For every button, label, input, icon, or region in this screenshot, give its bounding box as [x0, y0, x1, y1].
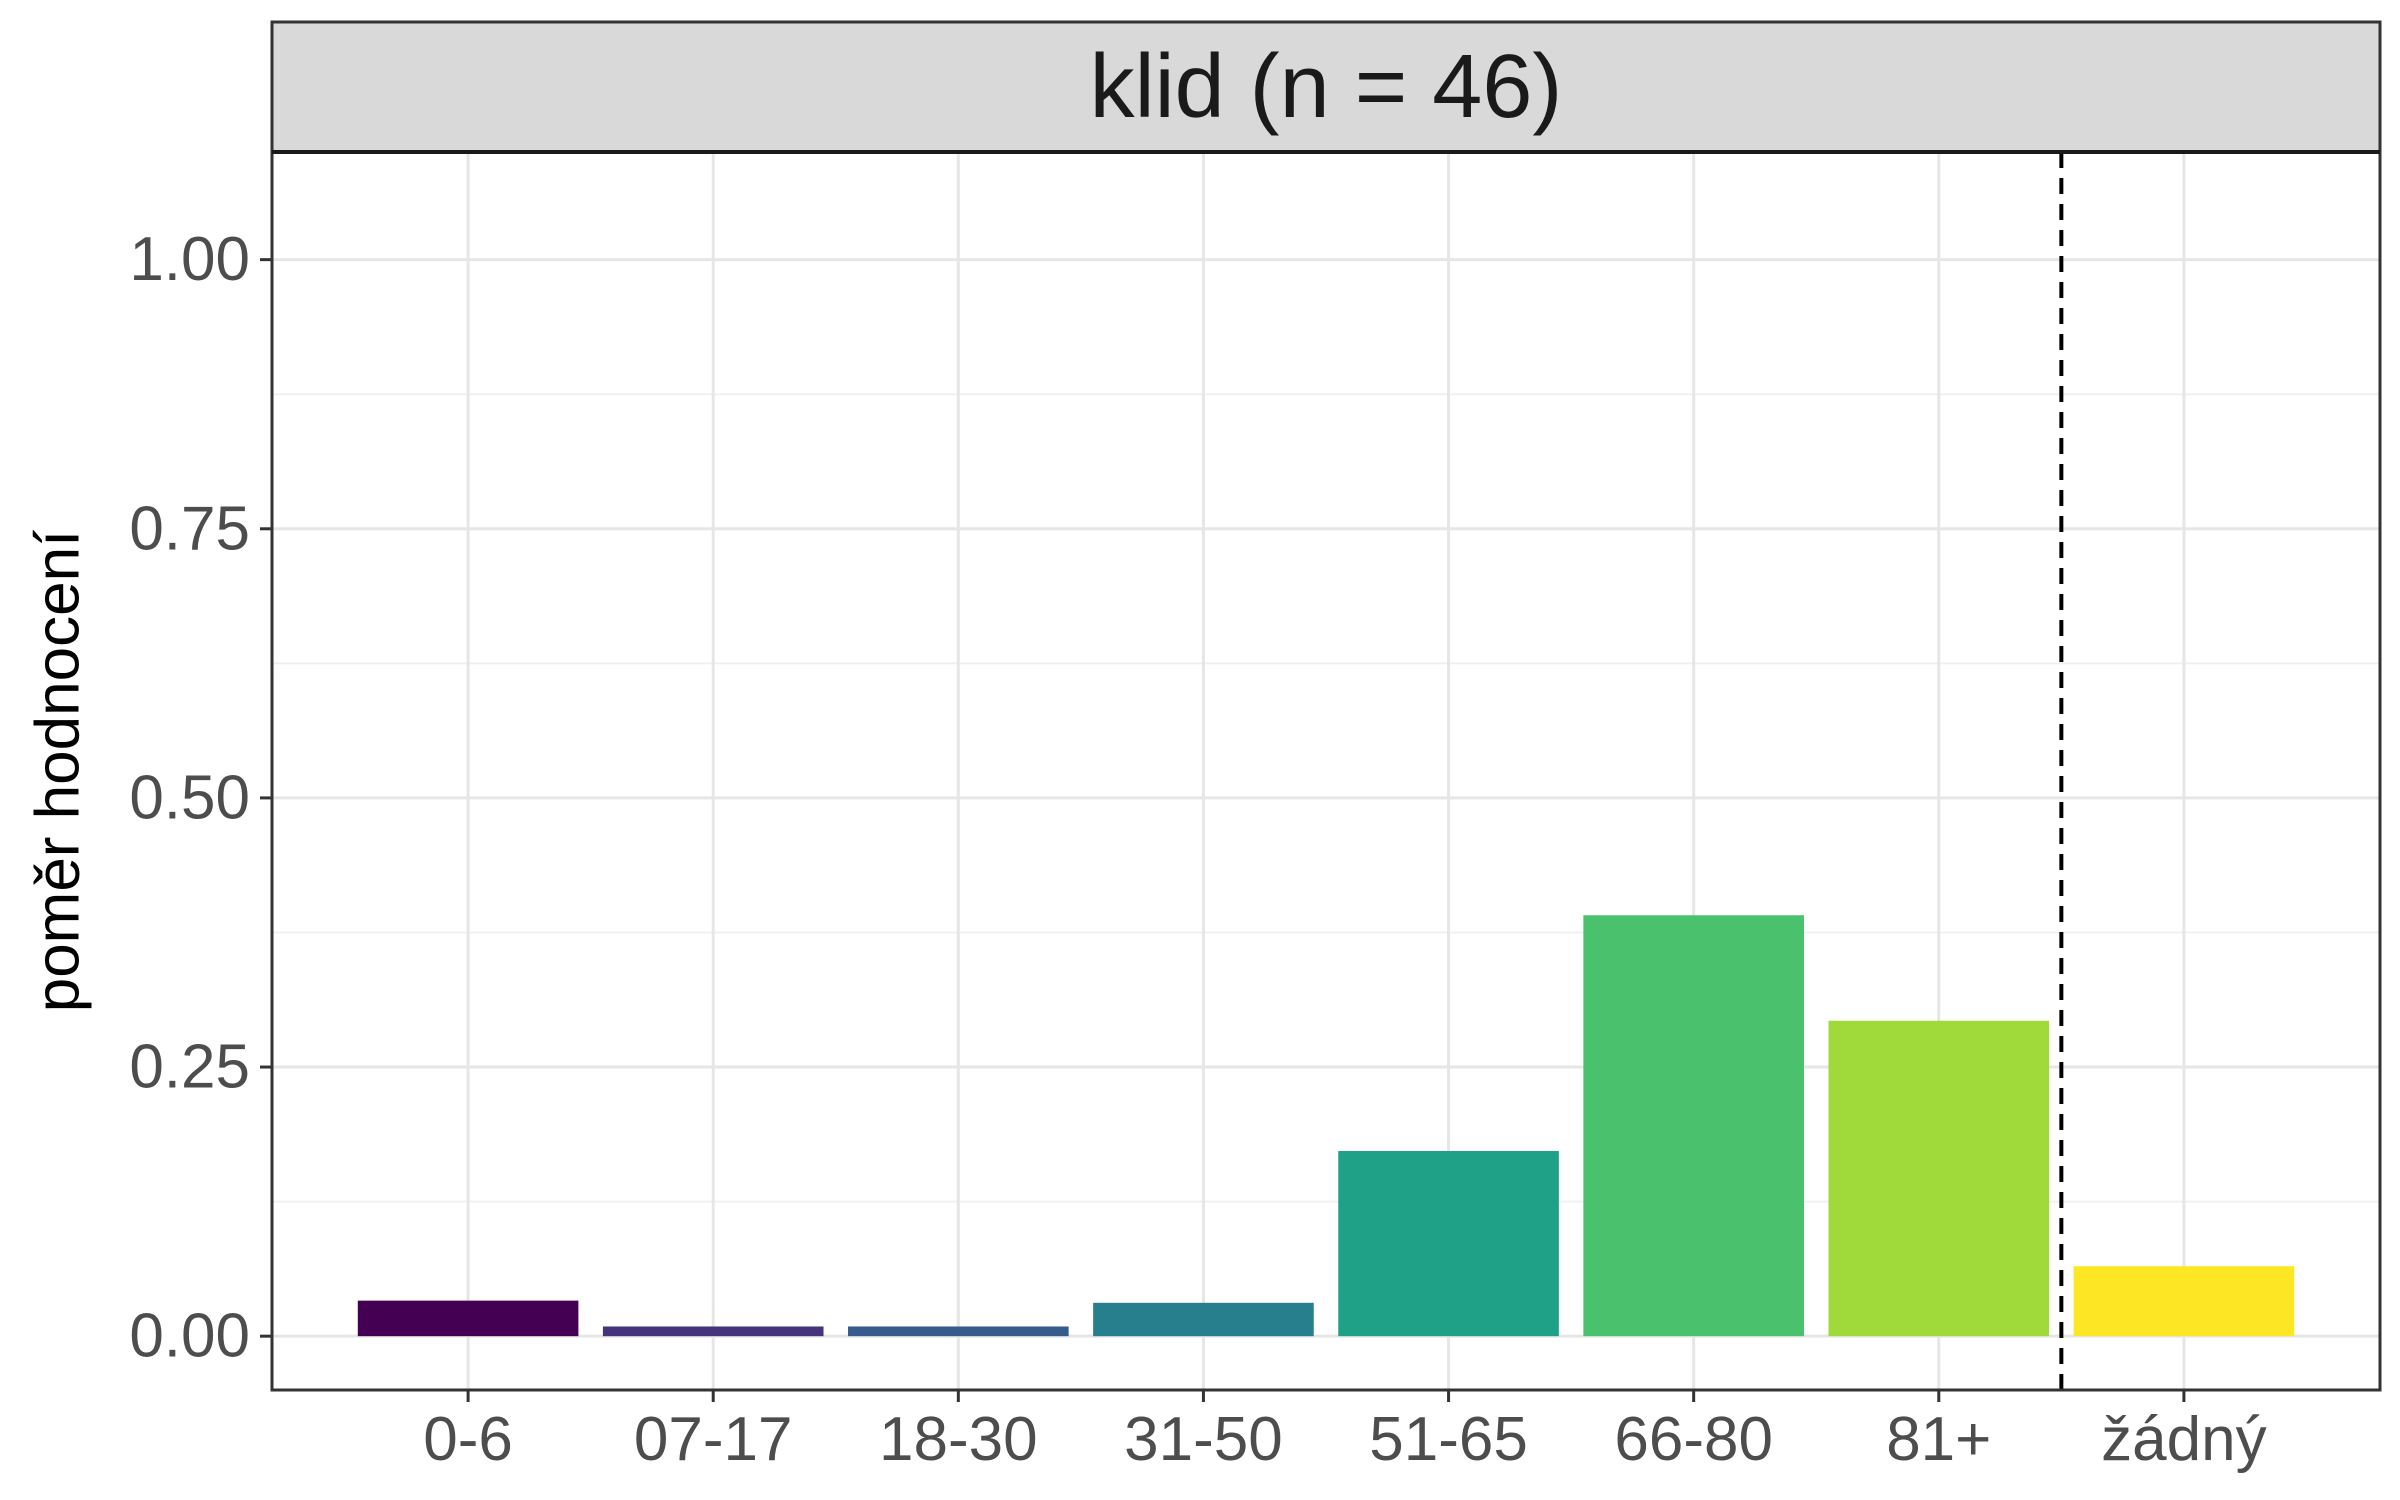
- y-tick-label: 0.75: [129, 494, 250, 563]
- x-tick-label: 07-17: [634, 1405, 793, 1474]
- facet-strip: klid (n = 46): [270, 20, 2382, 154]
- bar-31-50: [1093, 1302, 1314, 1337]
- facet-title: klid (n = 46): [1090, 37, 1563, 137]
- x-tick-label: 66-80: [1614, 1405, 1773, 1474]
- bar-81+: [1828, 1020, 2050, 1337]
- y-tick-label: 0.00: [129, 1302, 250, 1371]
- panel-background: [272, 152, 2380, 1390]
- y-axis-title: poměr hodnocení: [24, 530, 93, 1013]
- y-tick-label: 0.25: [129, 1033, 250, 1102]
- bar-0-6: [357, 1300, 579, 1337]
- x-tick-label: 18-30: [879, 1405, 1038, 1474]
- bar-18-30: [848, 1326, 1069, 1337]
- axes: 0.00 0.25 0.50 0.75 1.00 0-6 07-17 18-30 31-50 51…: [129, 150, 2382, 1474]
- x-tick-label: 51-65: [1369, 1405, 1528, 1474]
- bar-07-17: [602, 1326, 824, 1337]
- x-tick-label: 0-6: [423, 1405, 513, 1474]
- x-tick-label: 31-50: [1124, 1405, 1283, 1474]
- plot-panel: [272, 152, 2380, 1390]
- y-tick-label: 1.00: [129, 225, 250, 294]
- facet-strip-background: [270, 20, 2382, 154]
- bar-51-65: [1338, 1151, 1559, 1337]
- bars: [357, 915, 2295, 1337]
- bar-66-80: [1583, 915, 1804, 1337]
- bar-žádný: [2073, 1266, 2295, 1337]
- x-tick-label: žádný: [2101, 1405, 2266, 1474]
- x-tick-label: 81+: [1886, 1405, 1991, 1474]
- y-tick-label: 0.50: [129, 763, 250, 832]
